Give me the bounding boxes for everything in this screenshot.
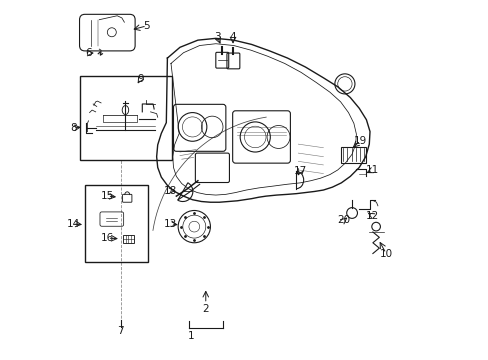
Text: 18: 18 bbox=[163, 186, 177, 196]
Text: 15: 15 bbox=[101, 191, 114, 201]
Text: 6: 6 bbox=[85, 48, 92, 58]
Text: 2: 2 bbox=[202, 304, 209, 314]
Bar bbox=[123, 235, 134, 243]
Text: 9: 9 bbox=[137, 74, 143, 84]
Bar bbox=[340, 147, 366, 163]
Text: 13: 13 bbox=[163, 219, 177, 229]
Text: 10: 10 bbox=[379, 248, 392, 258]
Text: 14: 14 bbox=[66, 219, 80, 229]
Bar bbox=[85, 185, 147, 262]
Text: 4: 4 bbox=[229, 32, 236, 42]
Text: 11: 11 bbox=[366, 165, 379, 175]
Text: 7: 7 bbox=[117, 326, 124, 336]
Text: 12: 12 bbox=[366, 211, 379, 221]
Text: 3: 3 bbox=[214, 32, 221, 42]
Text: 5: 5 bbox=[143, 21, 150, 31]
Text: 16: 16 bbox=[101, 233, 114, 243]
Bar bbox=[80, 76, 171, 160]
Text: 17: 17 bbox=[293, 166, 306, 176]
Text: 8: 8 bbox=[70, 123, 76, 133]
Text: 1: 1 bbox=[188, 331, 194, 341]
Text: 19: 19 bbox=[353, 136, 366, 145]
Text: 20: 20 bbox=[337, 215, 350, 225]
